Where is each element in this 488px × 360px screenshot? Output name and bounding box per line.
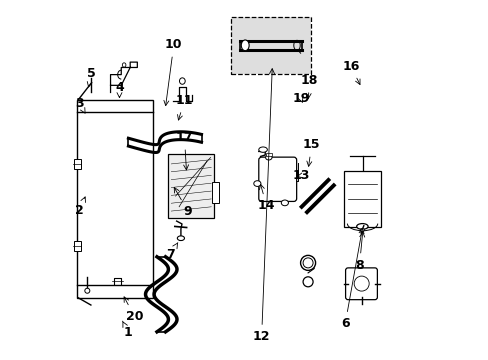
Text: 14: 14: [257, 184, 275, 212]
Text: 9: 9: [174, 188, 192, 218]
Text: 16: 16: [342, 60, 359, 85]
Bar: [343, 171, 381, 227]
Text: 2: 2: [75, 197, 85, 217]
FancyBboxPatch shape: [345, 268, 377, 300]
Ellipse shape: [177, 236, 184, 240]
Bar: [230, 17, 311, 73]
Ellipse shape: [179, 78, 185, 84]
Bar: [212, 182, 218, 203]
Text: 6: 6: [340, 228, 363, 330]
Bar: [74, 159, 81, 168]
Ellipse shape: [303, 277, 312, 287]
Ellipse shape: [253, 181, 261, 186]
Ellipse shape: [281, 200, 288, 206]
Text: 12: 12: [252, 69, 274, 343]
FancyBboxPatch shape: [258, 157, 296, 202]
Ellipse shape: [360, 229, 364, 231]
Ellipse shape: [303, 258, 312, 268]
Ellipse shape: [353, 276, 368, 291]
Text: 8: 8: [354, 232, 364, 271]
Text: 4: 4: [115, 81, 123, 98]
Ellipse shape: [356, 224, 367, 229]
Bar: [265, 153, 271, 157]
Text: 13: 13: [292, 169, 309, 182]
Text: 20: 20: [124, 297, 143, 323]
Text: 3: 3: [75, 97, 85, 113]
Text: 5: 5: [87, 67, 96, 87]
Text: 7: 7: [166, 243, 178, 261]
Text: 15: 15: [302, 139, 320, 166]
Text: 17: 17: [175, 131, 193, 170]
Ellipse shape: [300, 255, 315, 270]
Bar: [77, 100, 153, 298]
Bar: [168, 154, 214, 217]
Text: 11: 11: [175, 94, 193, 120]
Ellipse shape: [265, 155, 271, 160]
Text: 1: 1: [122, 321, 133, 339]
Text: 10: 10: [163, 39, 182, 105]
Circle shape: [84, 288, 90, 293]
Ellipse shape: [258, 147, 267, 152]
Text: 19: 19: [292, 92, 309, 105]
Text: 18: 18: [300, 74, 318, 98]
Bar: [230, 17, 311, 73]
Ellipse shape: [122, 63, 125, 67]
Ellipse shape: [241, 40, 248, 51]
Bar: [74, 242, 81, 251]
